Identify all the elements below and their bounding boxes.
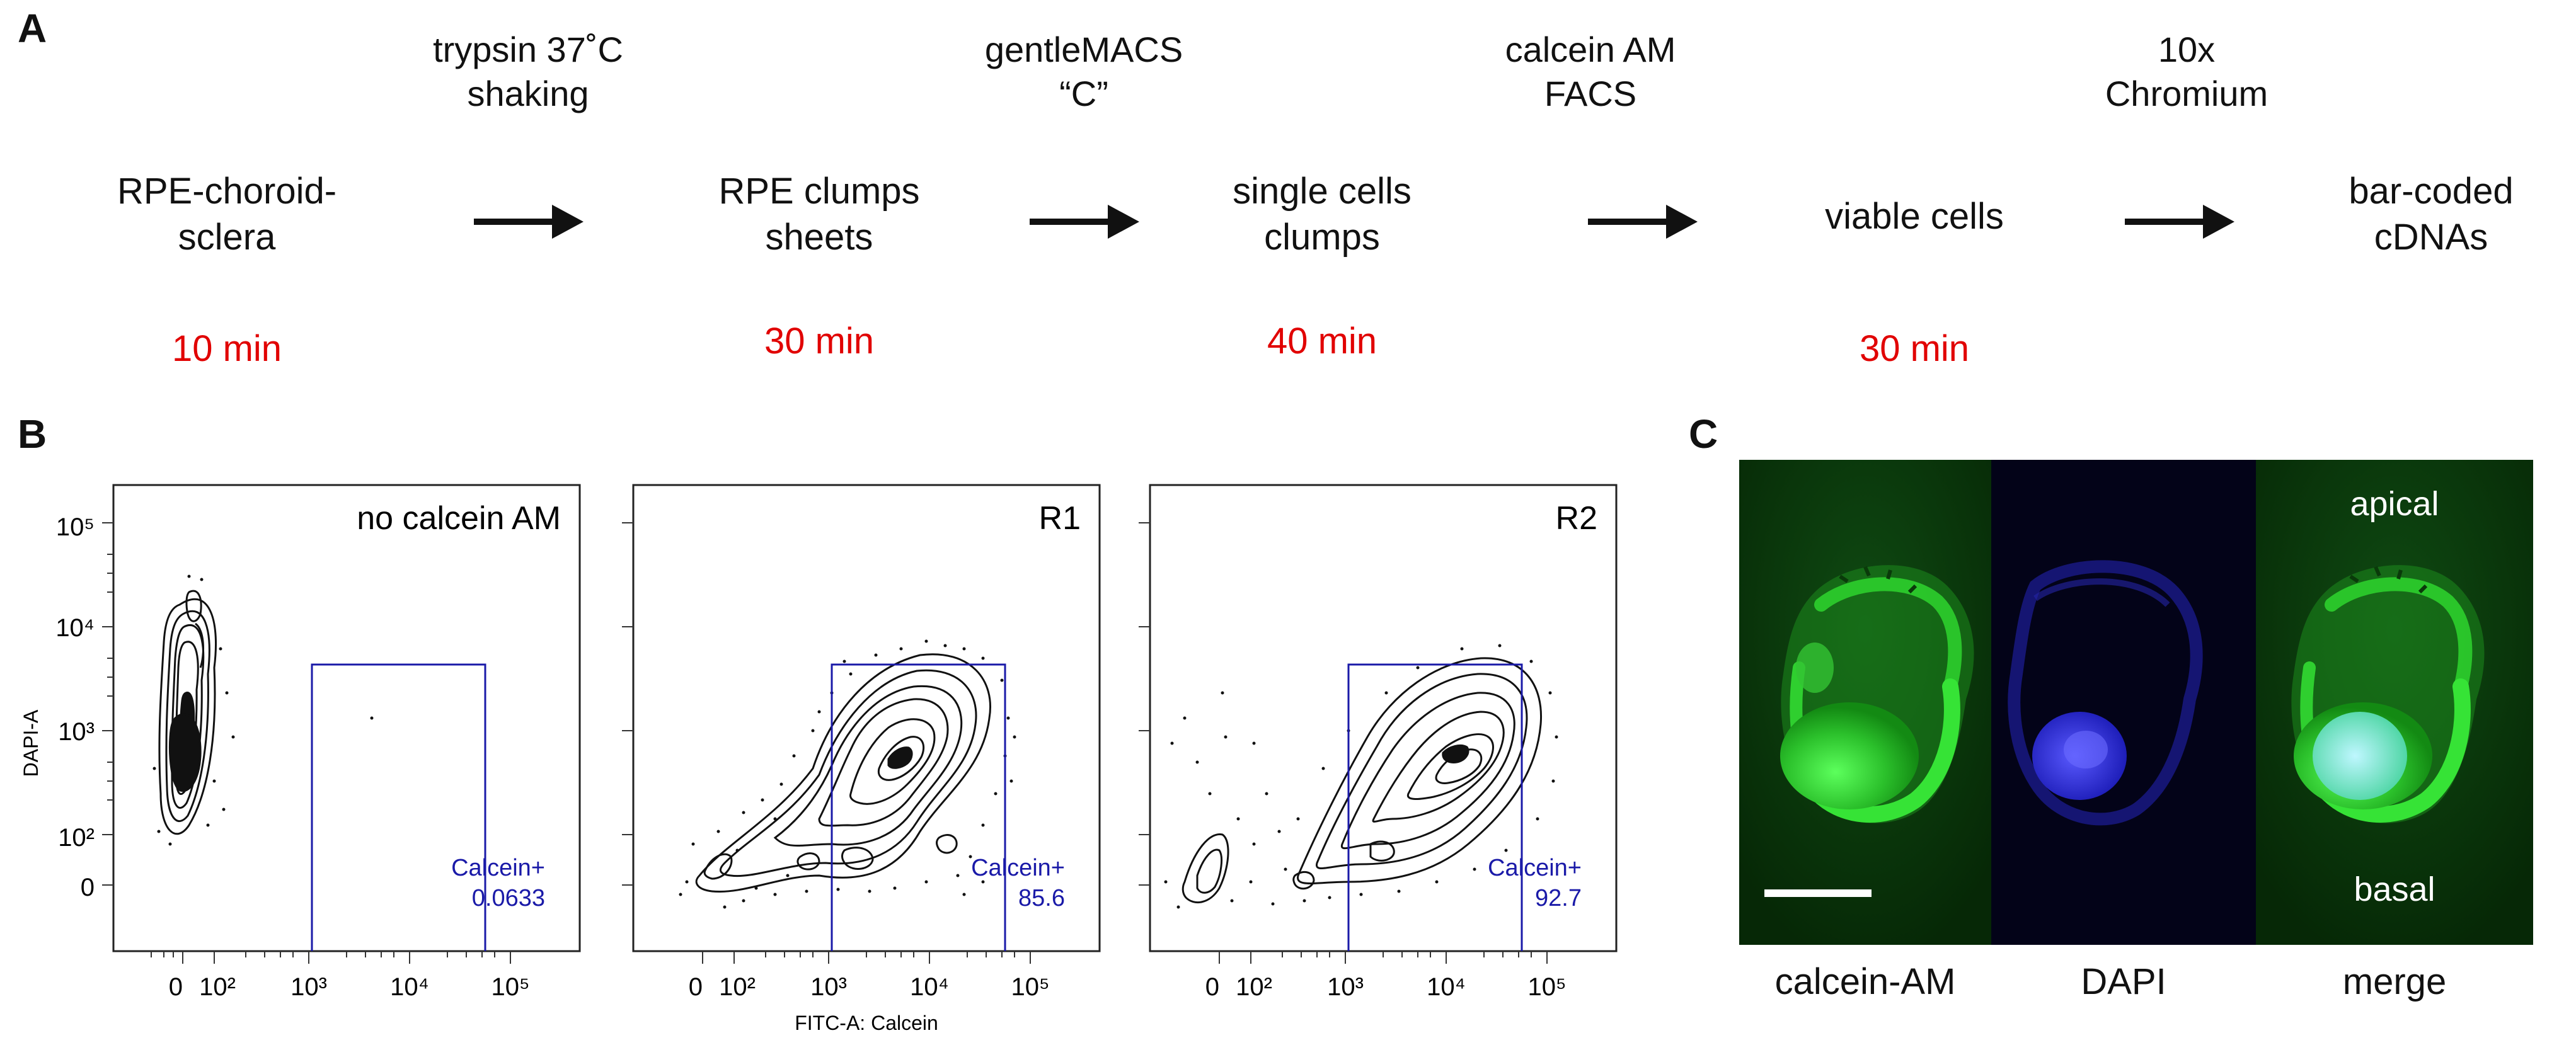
plot-r2: 0 10² 10³ 10⁴ 10⁵ R2: [1139, 484, 1618, 1001]
transition-line2: shaking: [467, 74, 589, 113]
x-tick-label: 10²: [1236, 973, 1272, 1001]
x-tick-label: 10⁴: [390, 973, 429, 1001]
step-line2: sheets: [765, 216, 873, 258]
x-tick-label: 0: [1205, 973, 1219, 1001]
y-tick-label: 10³: [58, 718, 95, 746]
caption-merge: merge: [2342, 961, 2447, 1002]
transition-line1: calcein AM: [1505, 30, 1676, 69]
caption-dapi: DAPI: [2081, 961, 2166, 1002]
step-line1: bar-coded: [2349, 171, 2514, 212]
step-line1: viable cells: [1825, 196, 2004, 237]
time-step-1: 10 min: [171, 328, 282, 369]
contour-plot: [158, 590, 217, 835]
x-tick-label: 10³: [290, 973, 327, 1001]
plot-title: no calcein AM: [357, 500, 561, 537]
flow-cytometry-plots: DAPI-A 10⁵ 10⁴ 10³ 10² 0 0 10² 10³ 10⁴ 1: [20, 484, 1618, 1034]
x-tick-label: 10²: [719, 973, 756, 1001]
plot-title: R1: [1039, 500, 1081, 537]
step-line2: clumps: [1264, 216, 1380, 258]
transition-gentlemacs-label: gentleMACS “C”: [920, 28, 1248, 116]
transition-chromium-label: 10x Chromium: [2023, 28, 2350, 116]
y-axis-label: DAPI-A: [20, 709, 42, 777]
y-tick-label: 0: [81, 874, 95, 901]
transition-line1: gentleMACS: [984, 30, 1183, 69]
x-tick-label: 10⁴: [1427, 973, 1466, 1001]
panel-c-letter: C: [1689, 411, 1718, 457]
step-rpe-clumps: RPE clumps sheets: [655, 169, 983, 260]
step-line2: cDNAs: [2374, 216, 2488, 258]
calcein-gate: [1347, 663, 1523, 951]
gate-value: 85.6: [1018, 885, 1065, 911]
time-step-4: 30 min: [1859, 328, 1970, 369]
x-tick-label: 10⁵: [1011, 973, 1049, 1001]
transition-line2: FACS: [1544, 74, 1637, 113]
x-tick-label: 10²: [199, 973, 236, 1001]
arrow-right-icon: [474, 205, 584, 239]
basal-label: basal: [2354, 871, 2435, 908]
apical-label: apical: [2350, 485, 2439, 523]
x-tick-label: 0: [169, 973, 183, 1001]
dapi-channel: [1991, 460, 2256, 945]
transition-trypsin-label: trypsin 37˚C shaking: [364, 28, 692, 116]
merge-channel: apical basal: [2256, 460, 2533, 945]
step-line1: RPE clumps: [718, 171, 920, 212]
panel-b-letter: B: [18, 411, 47, 457]
x-tick-label: 10³: [810, 973, 847, 1001]
x-tick-label: 10³: [1327, 973, 1364, 1001]
transition-line2: “C”: [1059, 74, 1108, 113]
caption-calcein-am: calcein-AM: [1774, 961, 1956, 1002]
arrow-right-icon: [2125, 205, 2234, 239]
step-line2: sclera: [178, 216, 276, 258]
contour-plot: [1182, 657, 1543, 903]
arrow-right-icon: [1588, 205, 1698, 239]
calcein-gate: [311, 663, 486, 951]
y-tick-label: 10²: [58, 824, 95, 852]
calcein-am-channel: [1739, 460, 1991, 945]
scatter-points: [1164, 644, 1558, 909]
x-tick-label: 10⁵: [491, 973, 529, 1001]
x-tick-label: 10⁴: [910, 973, 949, 1001]
time-step-3: 40 min: [1267, 321, 1377, 362]
gate-name: Calcein+: [971, 855, 1065, 881]
transition-line1: trypsin 37˚C: [433, 30, 623, 69]
x-tick-label: 10⁵: [1527, 973, 1566, 1001]
step-bar-coded-cdnas: bar-coded cDNAs: [2299, 169, 2563, 260]
transition-facs-label: calcein AM FACS: [1427, 28, 1754, 116]
time-step-2: 30 min: [764, 321, 875, 362]
fluorescence-micrograph: apical basal: [1739, 460, 2533, 945]
arrow-right-icon: [1030, 205, 1139, 239]
step-line1: RPE-choroid-: [117, 171, 337, 212]
step-viable-cells: viable cells: [1751, 194, 2078, 240]
gate-name: Calcein+: [1488, 855, 1582, 881]
gate-name: Calcein+: [451, 855, 545, 881]
transition-line2: Chromium: [2105, 74, 2268, 113]
plot-r1: 0 10² 10³ 10⁴ 10⁵ FITC-A: Calcein R1: [622, 484, 1101, 1034]
panel-a-letter: A: [18, 6, 47, 51]
contour-plot: [695, 653, 991, 893]
plot-frame: [1149, 484, 1618, 952]
plot-title: R2: [1556, 500, 1597, 537]
step-line1: single cells: [1233, 171, 1412, 212]
transition-line1: 10x: [2158, 30, 2216, 69]
step-single-cells: single cells clumps: [1158, 169, 1486, 260]
x-tick-label: 0: [689, 973, 703, 1001]
calcein-gate: [831, 663, 1006, 951]
gate-value: 0.0633: [472, 885, 545, 911]
y-tick-label: 10⁵: [56, 513, 95, 541]
x-axis-label: FITC-A: Calcein: [795, 1012, 938, 1034]
scale-bar: [1764, 889, 1872, 897]
plot-frame: [632, 484, 1101, 952]
gate-value: 92.7: [1535, 885, 1582, 911]
plot-no-calcein: 0 10² 10³ 10⁴ 10⁵ no calcein AM Calcein+…: [102, 484, 581, 1001]
y-tick-label: 10⁴: [55, 614, 95, 642]
step-rpe-choroid-sclera: RPE-choroid- sclera: [63, 169, 391, 260]
